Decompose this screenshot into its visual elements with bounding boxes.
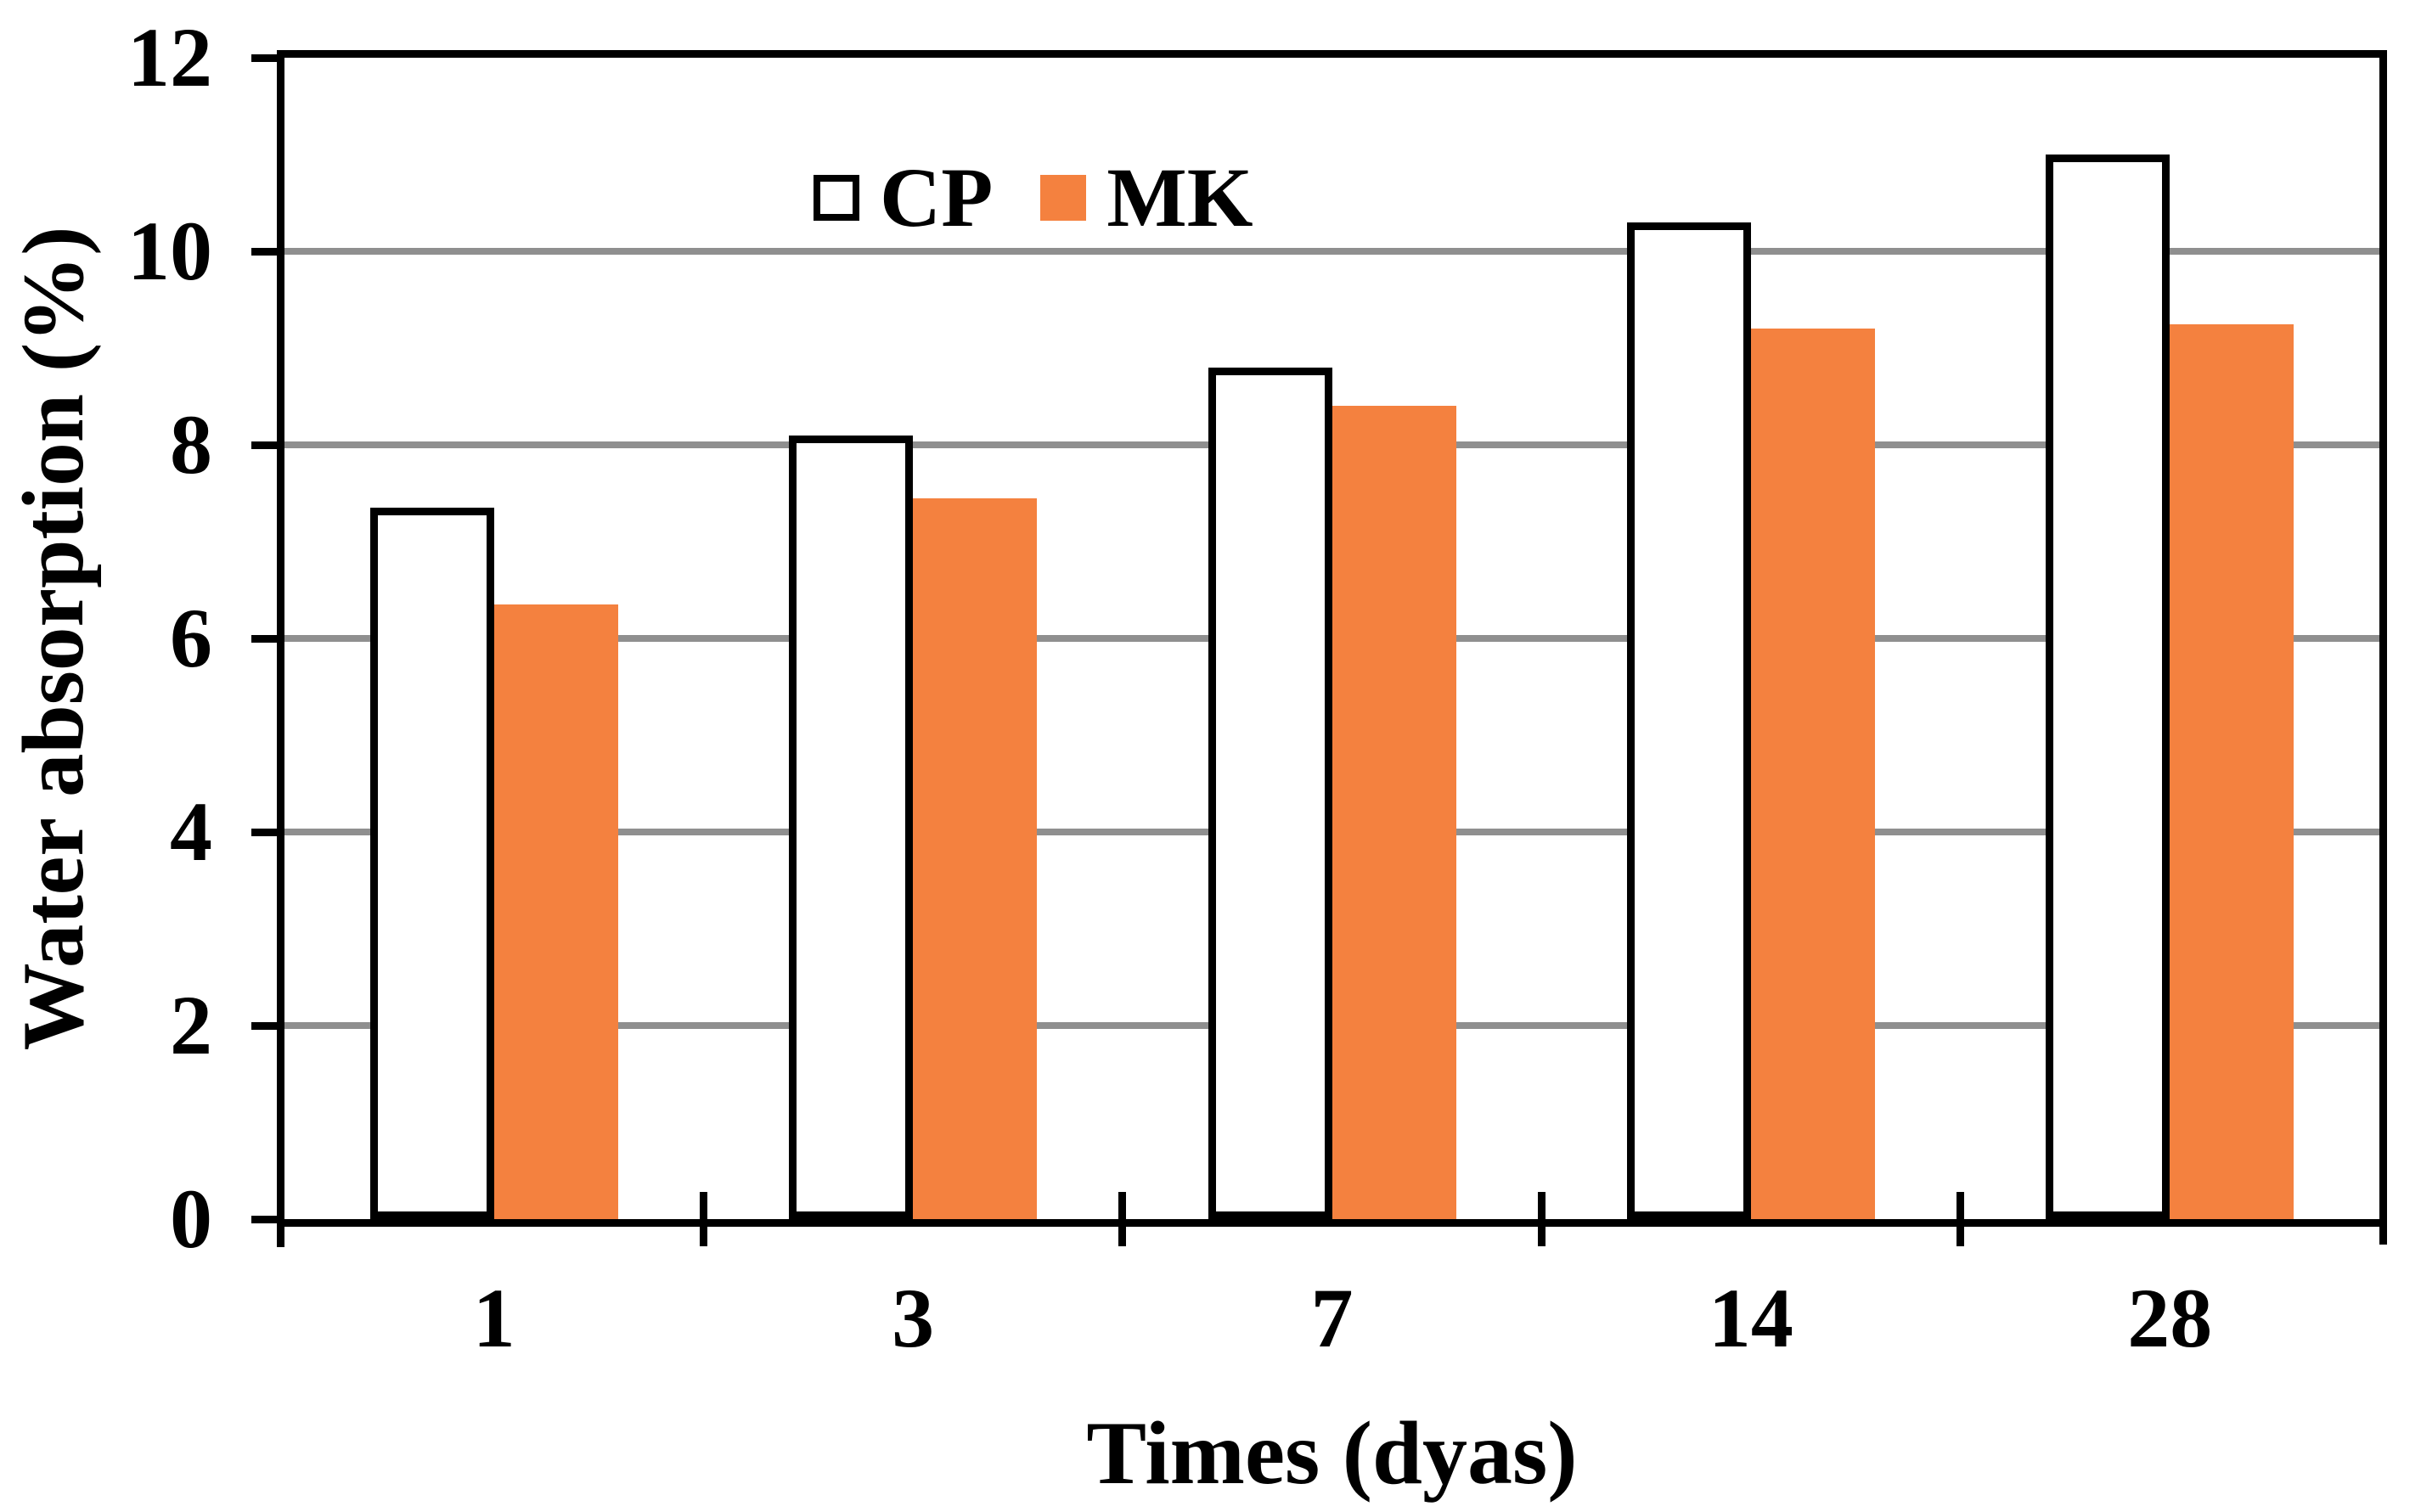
y-tick-6 [251,634,278,643]
bar-cp-28 [2046,155,2170,1219]
y-tick-2 [251,1021,278,1030]
x-tick-boundary-4 [1957,1192,1965,1246]
x-tick-boundary-2 [1118,1192,1127,1246]
y-tick-label-12: 12 [127,10,212,104]
x-tick-boundary-3 [1537,1192,1545,1246]
x-tick-boundary-1 [699,1192,707,1246]
y-tick-label-2: 2 [170,978,212,1072]
y-tick-label-10: 10 [127,204,212,298]
y-tick-4 [251,828,278,836]
bar-cp-14 [1626,222,1751,1219]
x-category-label-14: 14 [1708,1271,1793,1365]
y-tick-12 [251,53,278,62]
x-tick-edge-left [277,1227,284,1247]
legend-label-cp: CP [880,150,994,245]
gridline-y-10 [284,248,2379,255]
legend-item-mk: MK [1040,151,1253,245]
plot-area [277,50,2387,1227]
x-category-label-28: 28 [2127,1271,2213,1365]
bar-mk-3 [913,497,1038,1219]
legend: CP MK [814,151,1253,245]
legend-item-cp: CP [814,151,993,245]
x-category-label-1: 1 [472,1271,515,1365]
x-tick-edge-right [2379,1227,2387,1245]
y-tick-label-6: 6 [170,591,212,685]
y-tick-10 [251,247,278,256]
x-axis-title: Times (dyas) [1086,1403,1578,1503]
legend-label-mk: MK [1106,150,1253,245]
bar-cp-7 [1208,367,1332,1219]
y-tick-8 [251,441,278,449]
x-category-label-7: 7 [1310,1271,1354,1365]
y-tick-label-0: 0 [170,1172,212,1266]
bar-mk-28 [2170,323,2294,1219]
y-tick-label-4: 4 [170,784,212,879]
y-tick-0 [251,1215,278,1223]
legend-swatch-mk [1040,175,1087,221]
bar-mk-1 [493,604,618,1219]
bar-cp-3 [789,435,914,1219]
bar-cp-1 [369,508,494,1219]
legend-swatch-cp [814,175,859,221]
bar-mk-7 [1332,406,1456,1219]
bar-mk-14 [1750,329,1875,1219]
y-tick-label-8: 8 [170,397,212,492]
x-category-label-3: 3 [892,1271,935,1365]
